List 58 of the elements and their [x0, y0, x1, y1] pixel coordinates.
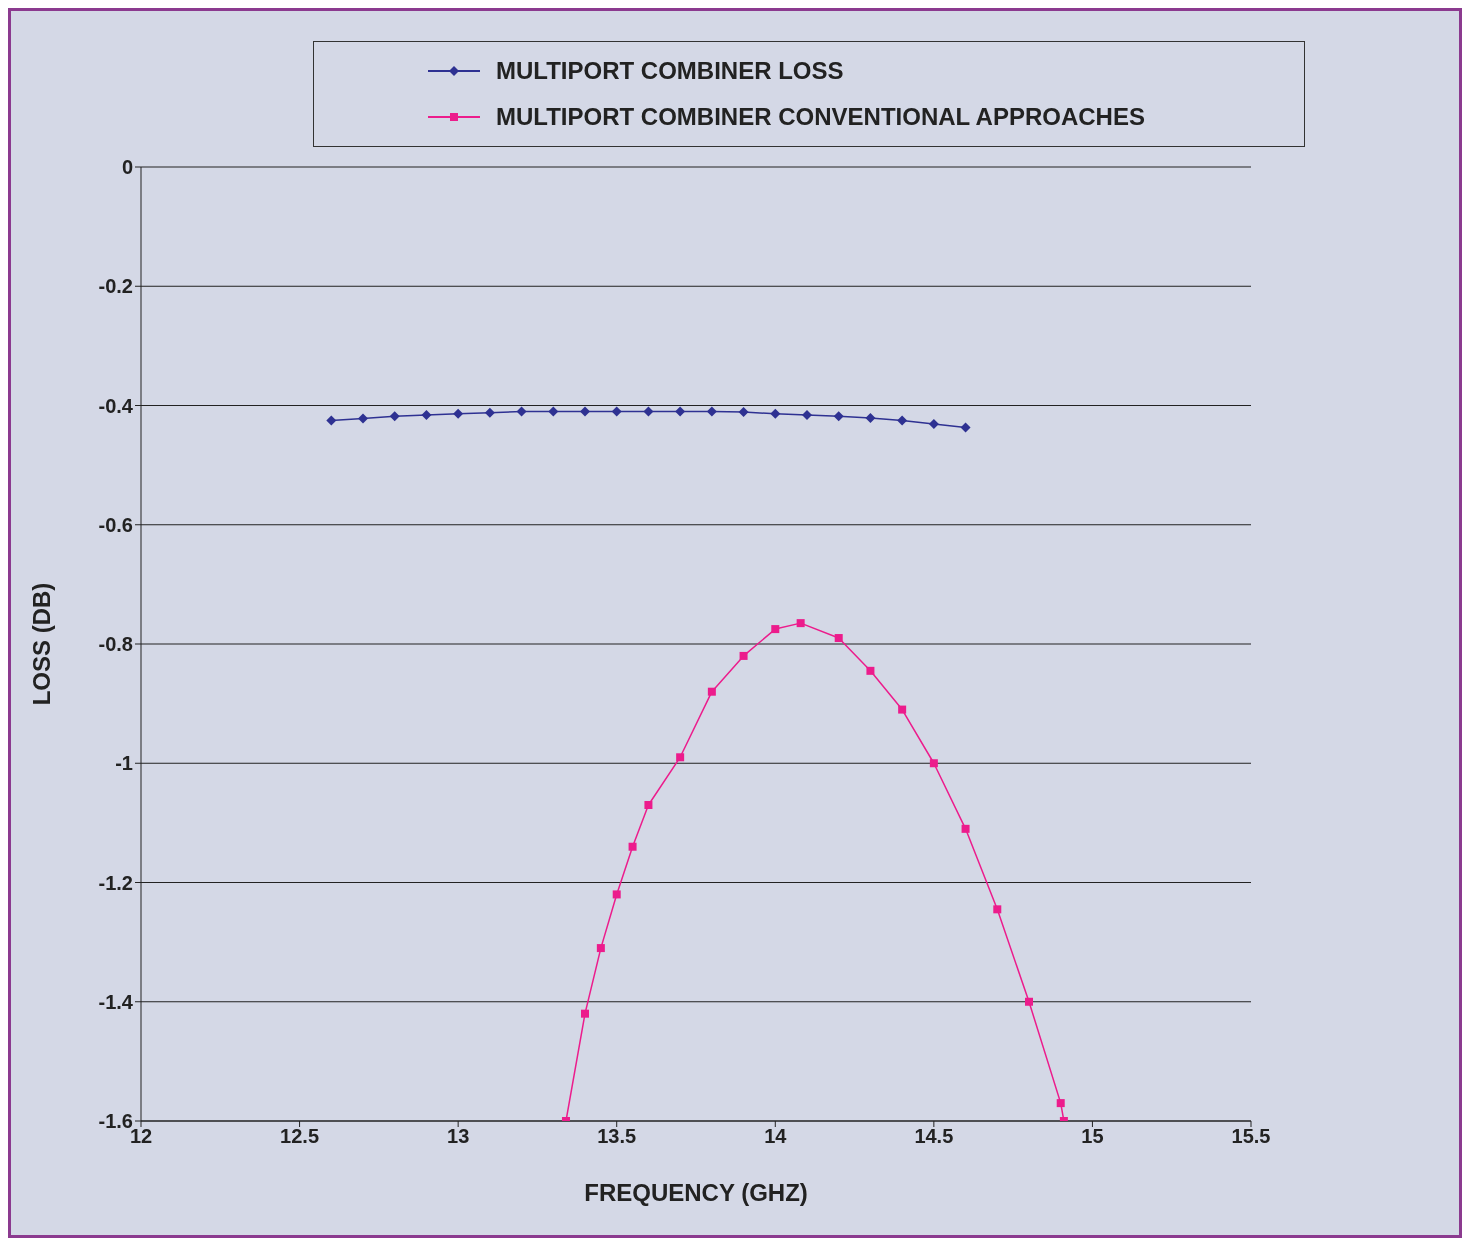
point — [484, 407, 495, 418]
point — [548, 406, 559, 417]
x-tick-label: 13.5 — [597, 1125, 637, 1148]
point — [706, 406, 717, 417]
point — [929, 759, 938, 768]
point — [961, 824, 970, 833]
x-tick-label: 13 — [447, 1125, 470, 1148]
y-tick-label: -0.4 — [98, 394, 134, 417]
point — [453, 408, 464, 419]
x-axis-title: FREQUENCY (GHZ) — [584, 1179, 808, 1206]
y-tick-label: 0 — [121, 156, 133, 179]
point — [581, 1009, 589, 1018]
y-axis-title: LOSS (DB) — [27, 582, 55, 706]
x-tick-label: 14 — [764, 1125, 788, 1148]
point — [675, 406, 686, 417]
point — [898, 705, 907, 714]
x-tick-label: 12.5 — [280, 1125, 320, 1148]
point — [865, 413, 876, 424]
point — [897, 415, 908, 426]
point — [1025, 997, 1033, 1006]
point — [739, 651, 748, 660]
point — [358, 413, 368, 424]
point — [707, 687, 716, 696]
point — [596, 944, 605, 953]
y-tick-label: -0.2 — [98, 275, 133, 298]
point — [580, 406, 590, 417]
point — [326, 415, 337, 426]
point — [960, 422, 971, 433]
point — [834, 634, 843, 643]
point — [421, 410, 432, 421]
point — [643, 406, 654, 417]
y-tick-label: -1 — [115, 752, 133, 775]
y-tick-label: -0.8 — [98, 633, 133, 656]
legend-label: MULTIPORT COMBINER CONVENTIONAL APPROACHES — [496, 103, 1145, 131]
point — [796, 619, 805, 628]
point — [611, 406, 622, 417]
y-tick-label: -1.2 — [98, 871, 133, 894]
point — [866, 666, 875, 675]
y-tick-label: -0.6 — [98, 513, 133, 536]
point — [628, 842, 637, 851]
point — [676, 753, 685, 762]
x-tick-label: 15.5 — [1231, 1125, 1271, 1148]
point — [802, 410, 812, 421]
x-tick-label: 15 — [1081, 1125, 1104, 1148]
y-tick-label: -1.4 — [98, 990, 134, 1013]
point — [644, 800, 653, 809]
point — [1056, 1099, 1065, 1108]
point — [389, 411, 400, 422]
point — [516, 406, 527, 417]
point — [928, 418, 939, 429]
point — [833, 411, 844, 422]
legend-label: MULTIPORT COMBINER LOSS — [496, 57, 844, 85]
point — [612, 890, 621, 899]
point — [738, 407, 749, 418]
point — [770, 408, 781, 419]
point — [993, 905, 1002, 914]
x-tick-label: 14.5 — [914, 1125, 954, 1148]
point — [771, 625, 780, 634]
